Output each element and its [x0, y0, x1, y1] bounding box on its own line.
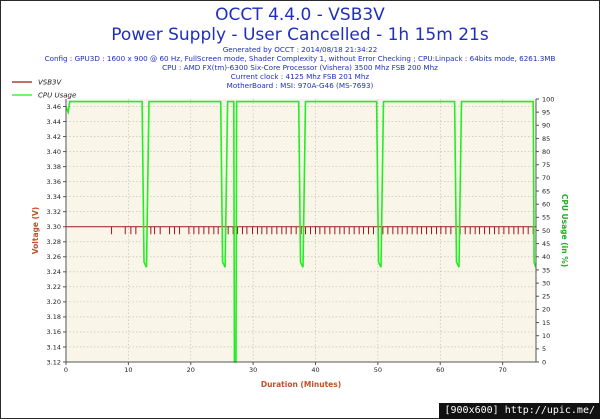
y-tick-label: 3.36	[47, 178, 61, 186]
x-tick-label: 70	[498, 366, 506, 374]
y-tick-label: 3.26	[47, 253, 61, 261]
y-tick-label: 3.40	[47, 148, 61, 156]
y-axis-title: Voltage (V)	[31, 207, 40, 255]
cpu-text: CPU : AMD FX(tm)-6300 Six-Core Processor…	[162, 63, 438, 72]
y2-axis-title: CPU Usage (in %)	[560, 194, 569, 267]
y2-tick-label: 30	[542, 279, 550, 287]
x-tick-label: 60	[436, 366, 444, 374]
y-tick-label: 3.18	[47, 313, 61, 321]
y-tick-label: 3.38	[47, 163, 61, 171]
y2-tick-label: 10	[542, 332, 550, 340]
y2-tick-label: 15	[542, 319, 550, 327]
y2-tick-label: 25	[542, 293, 550, 301]
y-tick-label: 3.14	[47, 343, 61, 351]
y-tick-label: 3.34	[47, 193, 61, 201]
y2-tick-label: 55	[542, 214, 550, 222]
y2-tick-label: 80	[542, 148, 550, 156]
y-tick-label: 3.32	[47, 208, 61, 216]
y-tick-label: 3.28	[47, 238, 61, 246]
legend-label: VSB3V	[38, 79, 62, 87]
x-tick-label: 10	[124, 366, 132, 374]
y2-tick-label: 40	[542, 253, 550, 261]
x-axis-title: Duration (Minutes)	[261, 380, 341, 389]
watermark-footer: [900x600] http://upic.me/	[439, 403, 600, 419]
series-cpu-usage	[65, 100, 537, 363]
x-tick-label: 20	[187, 366, 195, 374]
y2-tick-label: 20	[542, 306, 550, 314]
x-tick-label: 40	[311, 366, 319, 374]
chart-subtitle: Power Supply - User Cancelled - 1h 15m 2…	[111, 25, 489, 45]
y2-tick-label: 70	[542, 174, 550, 182]
y-tick-label: 3.30	[47, 223, 61, 231]
y2-tick-label: 5	[542, 345, 546, 353]
y-tick-label: 3.22	[47, 283, 61, 291]
y2-tick-label: 60	[542, 201, 550, 209]
clock-text: Current clock : 4125 Mhz FSB 201 Mhz	[230, 72, 370, 81]
y-tick-label: 3.24	[47, 268, 61, 276]
y-tick-label: 3.44	[47, 118, 61, 126]
y2-tick-label: 90	[542, 122, 550, 130]
y2-tick-label: 50	[542, 227, 550, 235]
y2-tick-label: 65	[542, 187, 550, 195]
y2-tick-label: 85	[542, 135, 550, 143]
legend: VSB3V CPU Usage	[12, 79, 76, 100]
x-tick-label: 50	[374, 366, 382, 374]
y-tick-label: 3.12	[47, 358, 61, 366]
config-text: Config : GPU3D : 1600 x 900 @ 60 Hz, Ful…	[44, 54, 556, 63]
chart-title: OCCT 4.4.0 - VSB3V	[215, 5, 385, 25]
legend-label: CPU Usage	[38, 92, 76, 100]
motherboard-text: MotherBoard : MSI: 970A-G46 (MS-7693)	[226, 81, 374, 90]
y2-tick-label: 95	[542, 108, 550, 116]
y2-tick-label: 75	[542, 161, 550, 169]
y2-tick-label: 0	[542, 358, 546, 366]
x-tick-label: 0	[64, 366, 68, 374]
y2-tick-label: 100	[542, 95, 554, 103]
y-tick-label: 3.42	[47, 133, 61, 141]
x-tick-label: 30	[249, 366, 257, 374]
y-tick-label: 3.16	[47, 328, 61, 336]
y2-tick-label: 45	[542, 240, 550, 248]
generated-text: Generated by OCCT : 2014/08/18 21:34:22	[222, 45, 378, 54]
y-tick-label: 3.46	[47, 103, 61, 111]
y2-tick-label: 35	[542, 266, 550, 274]
y-tick-label: 3.20	[47, 298, 61, 306]
